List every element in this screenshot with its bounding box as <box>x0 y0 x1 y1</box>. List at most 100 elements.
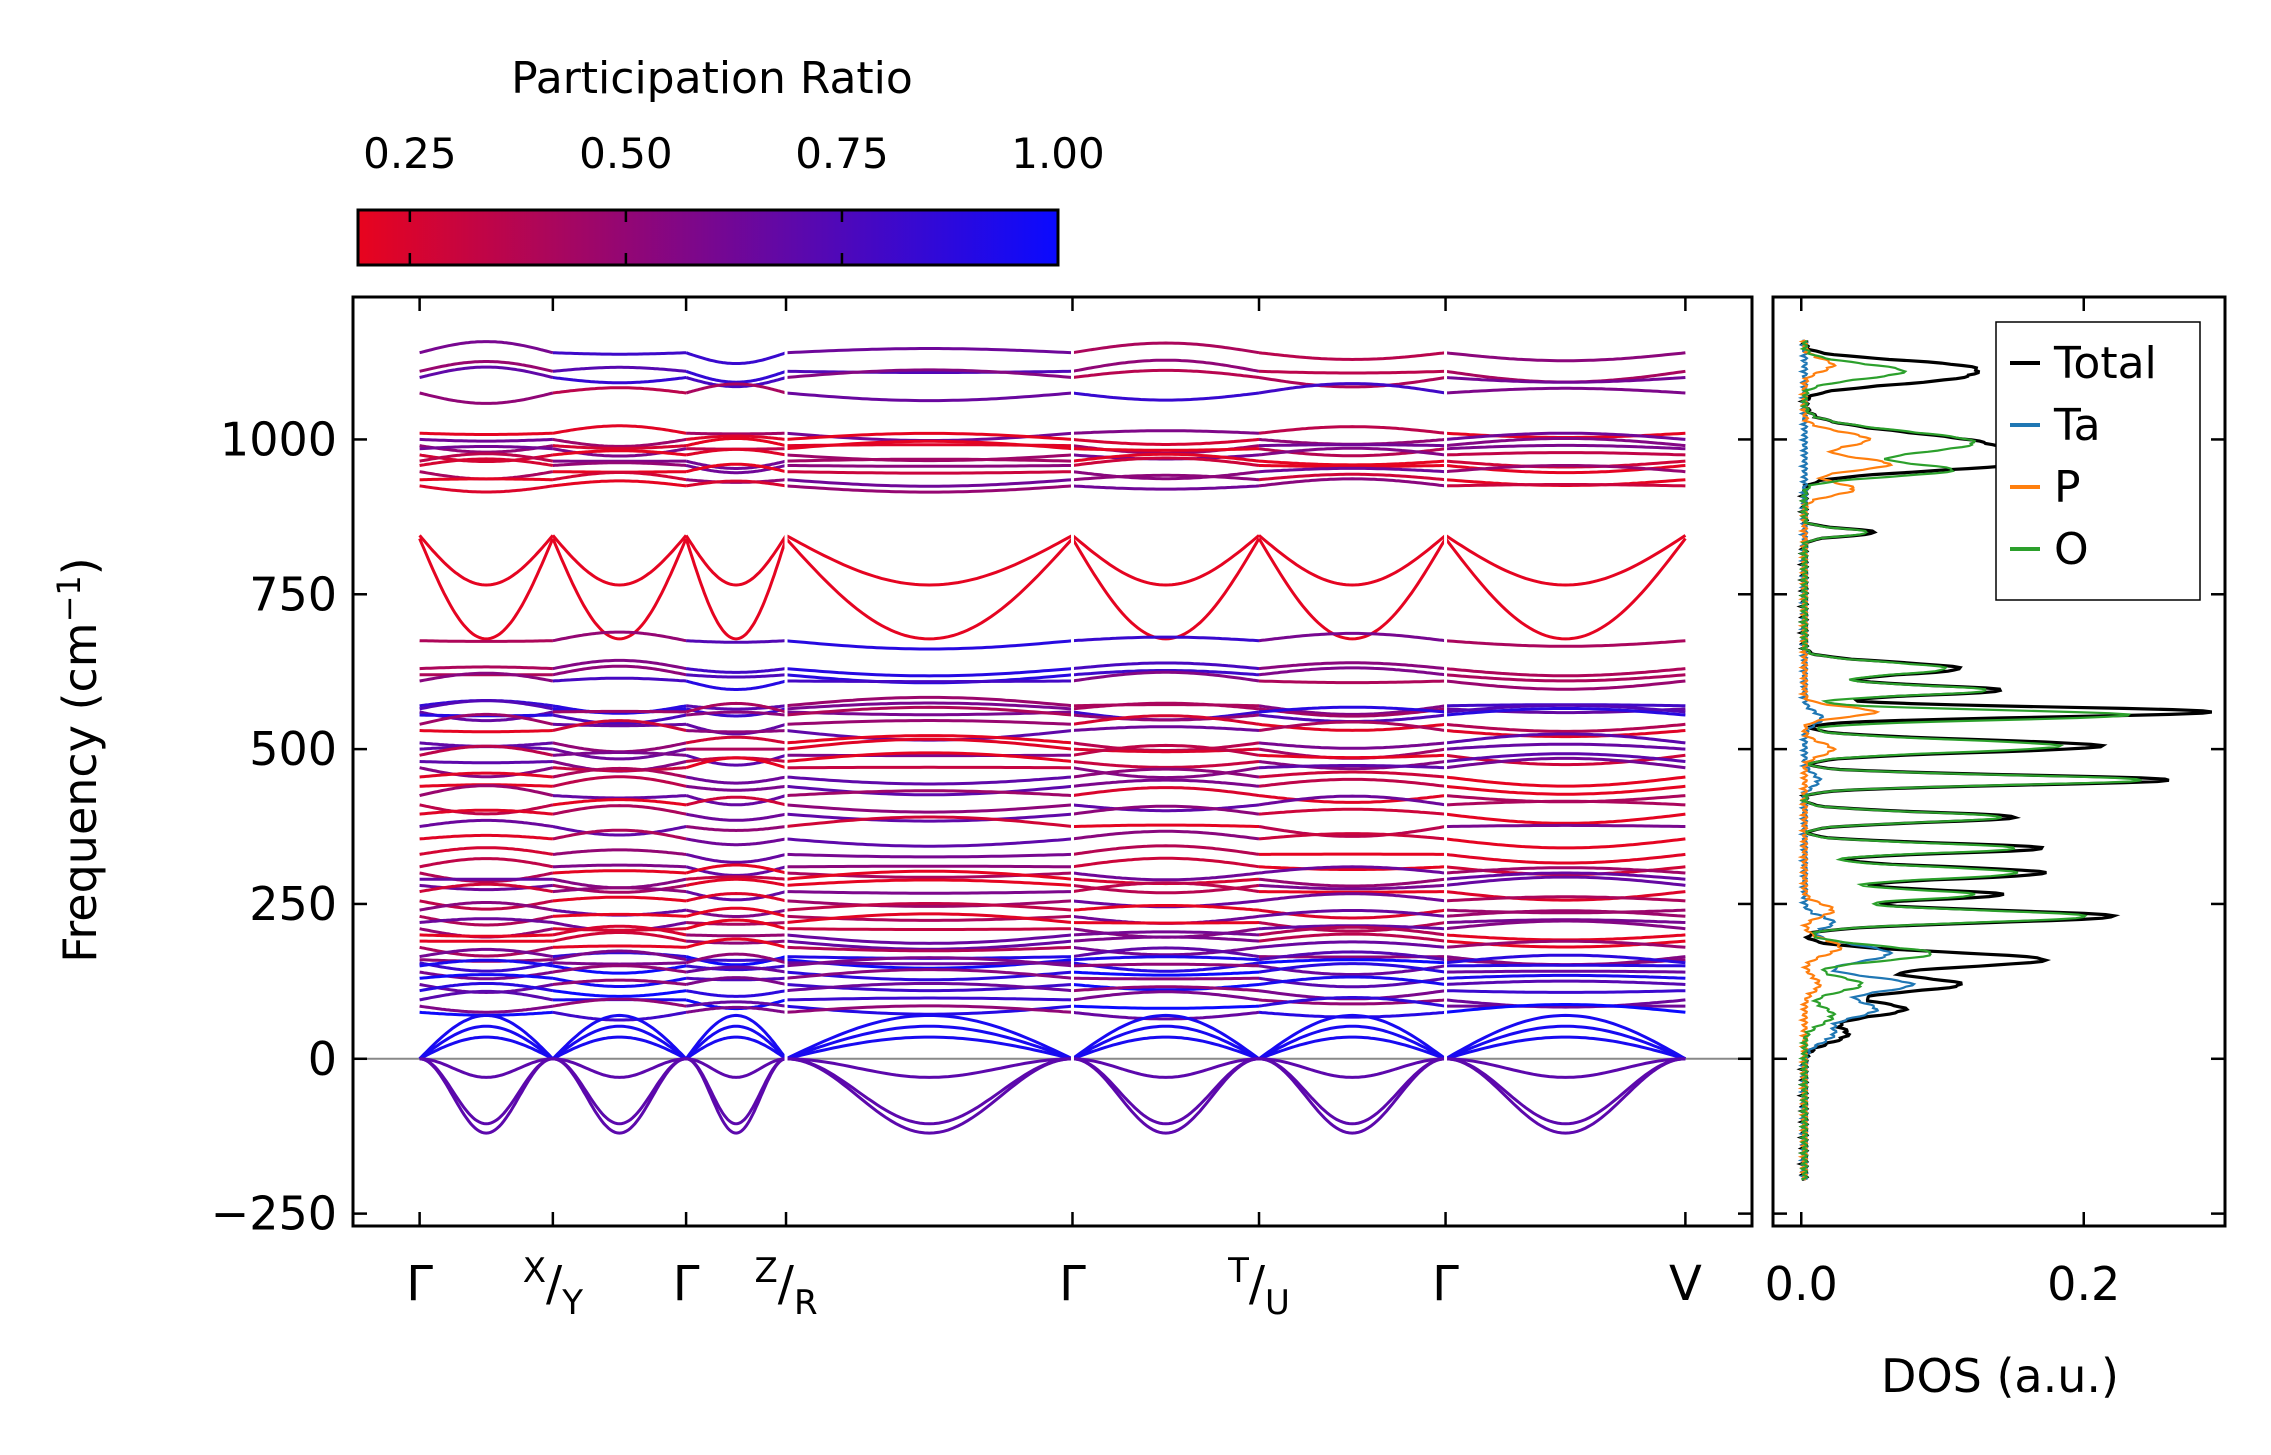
phonon-band <box>1072 391 1260 402</box>
phonon-band <box>1258 679 1446 685</box>
phonon-band <box>685 459 787 470</box>
phonon-band <box>1072 955 1260 962</box>
acoustic-band <box>785 1013 1074 1061</box>
phonon-band <box>785 710 1073 717</box>
band-y-tick-label: 250 <box>249 877 337 931</box>
colorbar-label: Participation Ratio <box>511 53 913 104</box>
kpoint-label: Γ <box>1432 1256 1459 1312</box>
phonon-band <box>686 958 786 962</box>
colorbar-gradient <box>356 208 1060 267</box>
phonon-band <box>1258 975 1446 986</box>
phonon-band <box>419 360 554 373</box>
unstable-band <box>419 1057 553 1079</box>
kpoint-label: V <box>1669 1256 1702 1312</box>
phonon-band <box>1258 892 1446 903</box>
phonon-band <box>785 667 1073 678</box>
phonon-band <box>686 875 787 881</box>
phonon-band <box>1072 368 1260 379</box>
acoustic-band <box>1071 1035 1260 1061</box>
phonon-band <box>1258 770 1446 779</box>
dos-x-label: DOS (a.u.) <box>1881 1349 2119 1403</box>
phonon-band <box>552 437 687 448</box>
phonon-band <box>1072 962 1260 968</box>
phonon-band <box>1072 983 1260 992</box>
phonon-band <box>785 933 1073 945</box>
acoustic-band <box>1071 1024 1260 1061</box>
phonon-band <box>1445 890 1686 902</box>
phonon-band <box>785 369 1073 374</box>
phonon-band <box>685 722 787 736</box>
phonon-band <box>785 431 1073 441</box>
phonon-band <box>1445 729 1686 739</box>
phonon-band <box>1072 358 1260 373</box>
acoustic-band <box>418 1013 554 1060</box>
phonon-band <box>419 671 554 683</box>
phonon-band <box>1258 794 1446 807</box>
phonon-band <box>685 877 787 887</box>
phonon-band <box>1071 534 1260 587</box>
phonon-band <box>552 912 687 918</box>
phonon-band <box>786 864 1073 869</box>
phonon-band <box>1258 865 1446 875</box>
acoustic-band <box>684 1013 788 1060</box>
phonon-band <box>686 673 787 679</box>
phonon-band <box>686 933 787 938</box>
phonon-band <box>1072 470 1260 481</box>
phonon-band <box>785 701 1073 711</box>
phonon-band <box>785 789 1073 798</box>
legend-label-total: Total <box>2053 338 2157 389</box>
phonon-band <box>785 902 1073 912</box>
phonon-band <box>785 478 1073 488</box>
phonon-band <box>419 901 554 912</box>
phonon-band <box>685 863 787 875</box>
phonon-band <box>1445 979 1686 986</box>
phonon-band <box>552 869 687 875</box>
phonon-band <box>1258 962 1446 974</box>
phonon-band <box>419 857 554 869</box>
phonon-band <box>1258 459 1446 467</box>
phonon-band <box>1072 473 1260 482</box>
phonon-band <box>685 667 787 674</box>
phonon-band <box>1445 386 1686 395</box>
colorbar: Participation Ratio 0.25 0.50 0.75 1.00 <box>356 53 1105 267</box>
phonon-band <box>552 630 687 643</box>
phonon-band <box>685 918 787 931</box>
phonon-band <box>419 445 553 451</box>
phonon-band <box>552 424 687 435</box>
band-y-tick-label: 500 <box>249 722 337 776</box>
phonon-band <box>552 766 687 773</box>
phonon-band <box>419 989 554 1002</box>
phonon-band <box>1258 753 1446 760</box>
band-frame <box>351 295 1754 1228</box>
phonon-band <box>785 982 1073 993</box>
phonon-band <box>1445 443 1686 451</box>
phonon-band <box>685 376 787 389</box>
phonon-band <box>785 534 1074 587</box>
phonon-band <box>1072 921 1260 925</box>
acoustic-band <box>551 1024 688 1060</box>
phonon-band <box>686 710 787 717</box>
phonon-band <box>785 457 1073 463</box>
phonon-band <box>1071 537 1261 641</box>
phonon-band <box>1445 437 1686 448</box>
phonon-band <box>1445 753 1686 767</box>
phonon-band <box>785 996 1073 1002</box>
phonon-band <box>552 664 687 677</box>
acoustic-band <box>1445 1035 1686 1061</box>
band-y-tick-label: 1000 <box>220 412 337 466</box>
acoustic-band <box>685 1024 788 1060</box>
phonon-band <box>1072 935 1260 943</box>
phonon-band <box>785 775 1073 786</box>
phonon-band <box>1072 778 1260 788</box>
phonon-band <box>685 906 787 918</box>
phonon-band <box>1445 973 1686 980</box>
phonon-band <box>785 391 1073 403</box>
band-x-axis: Γ X/Y Γ Z/R Γ T/U Γ V <box>406 297 1702 1323</box>
phonon-band <box>785 899 1073 908</box>
phonon-band <box>552 961 687 966</box>
phonon-band <box>686 639 787 644</box>
phonon-band <box>1072 635 1260 643</box>
phonon-band <box>1445 895 1686 903</box>
acoustic-band <box>1444 1013 1687 1061</box>
